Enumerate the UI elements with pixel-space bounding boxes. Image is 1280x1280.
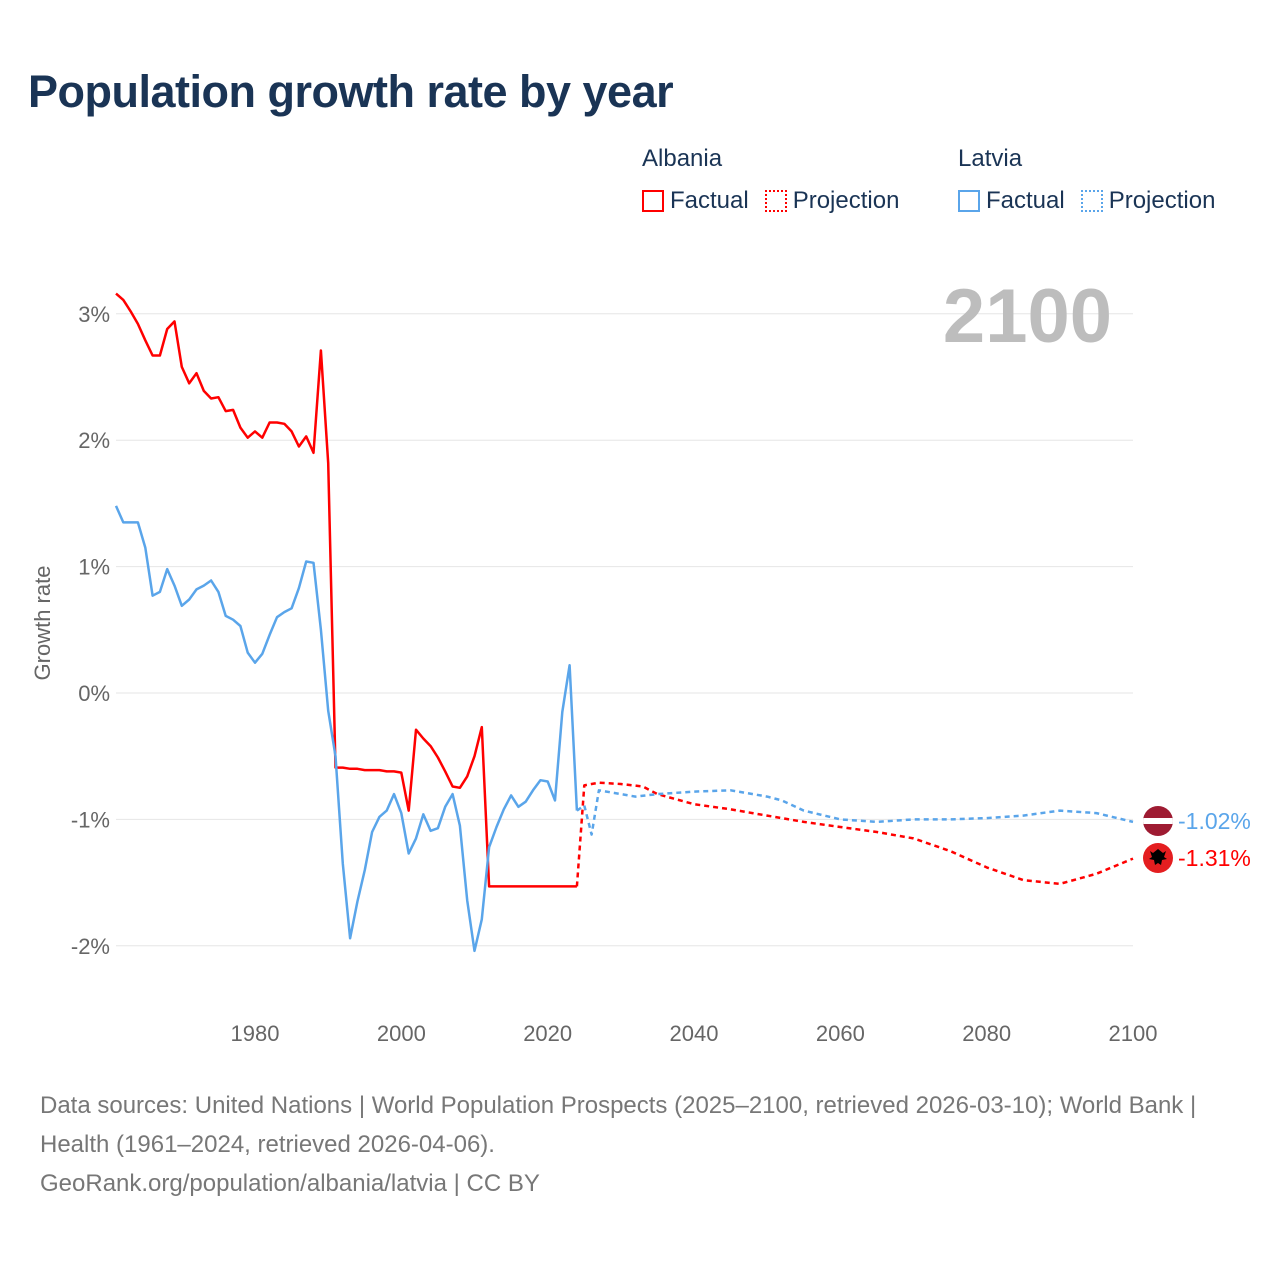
albania-factual-line: [115, 292, 577, 888]
source-link[interactable]: GeoRank.org/population/albania/latvia | …: [40, 1170, 540, 1197]
legend-label: Factual: [670, 187, 749, 214]
legend-group-latvia: Latvia Factual Projection: [958, 145, 1215, 215]
x-tick-label: 1980: [231, 1021, 280, 1046]
y-tick-label: 1%: [78, 555, 110, 580]
legend-albania-factual[interactable]: Factual: [642, 187, 749, 215]
legend-latvia-factual[interactable]: Factual: [958, 187, 1065, 215]
x-axis-ticks: 1980 2000 2020 2040 2060 2080 2100: [231, 1021, 1158, 1046]
y-tick-label: -2%: [71, 934, 110, 959]
solid-swatch-icon: [642, 190, 664, 212]
x-tick-label: 2100: [1109, 1021, 1158, 1046]
albania-projection-line: [575, 781, 1134, 887]
albania-flag-icon: [1143, 843, 1173, 873]
legend-label: Projection: [792, 187, 900, 214]
gridlines: [116, 313, 1133, 947]
x-tick-label: 2000: [377, 1021, 426, 1046]
y-tick-label: 2%: [78, 428, 110, 453]
footer: Data sources: United Nations | World Pop…: [40, 1086, 1240, 1203]
data-sources: Data sources: United Nations | World Pop…: [40, 1092, 1197, 1158]
legend-albania-projection[interactable]: Projection: [764, 187, 900, 215]
y-tick-label: 3%: [78, 302, 110, 327]
legend-country-name: Latvia: [958, 145, 1023, 172]
solid-swatch-icon: [958, 190, 980, 212]
y-tick-label: -1%: [71, 807, 110, 832]
x-tick-label: 2060: [816, 1021, 865, 1046]
legend-group-albania: Albania Factual Projection: [642, 145, 899, 215]
legend-latvia-projection[interactable]: Projection: [1080, 187, 1216, 215]
legend-label: Factual: [986, 187, 1065, 214]
latvia-factual-line: [114, 505, 579, 953]
chart-title: Population growth rate by year: [28, 66, 674, 117]
x-tick-label: 2040: [670, 1021, 719, 1046]
dotted-swatch-icon: [764, 190, 787, 212]
y-axis-label: Growth rate: [30, 566, 55, 681]
x-tick-label: 2020: [523, 1021, 572, 1046]
line-chart: 3% 2% 1% 0% -1% -2% 1980 2000 2020 2040 2060 2080 2…: [30, 274, 1251, 1046]
current-year-label: 2100: [943, 274, 1112, 359]
series-lines: [114, 292, 1134, 953]
x-tick-label: 2080: [962, 1021, 1011, 1046]
latvia-flag-icon: [1143, 806, 1173, 836]
latvia-end-value: -1.02%: [1178, 808, 1251, 834]
albania-end-value: -1.31%: [1178, 845, 1251, 871]
y-tick-label: 0%: [78, 681, 110, 706]
legend-label: Projection: [1108, 187, 1216, 214]
dotted-swatch-icon: [1080, 190, 1103, 212]
y-axis-ticks: 3% 2% 1% 0% -1% -2%: [71, 302, 110, 959]
legend-country-name: Albania: [642, 145, 723, 172]
latvia-projection-line: [576, 789, 1134, 836]
